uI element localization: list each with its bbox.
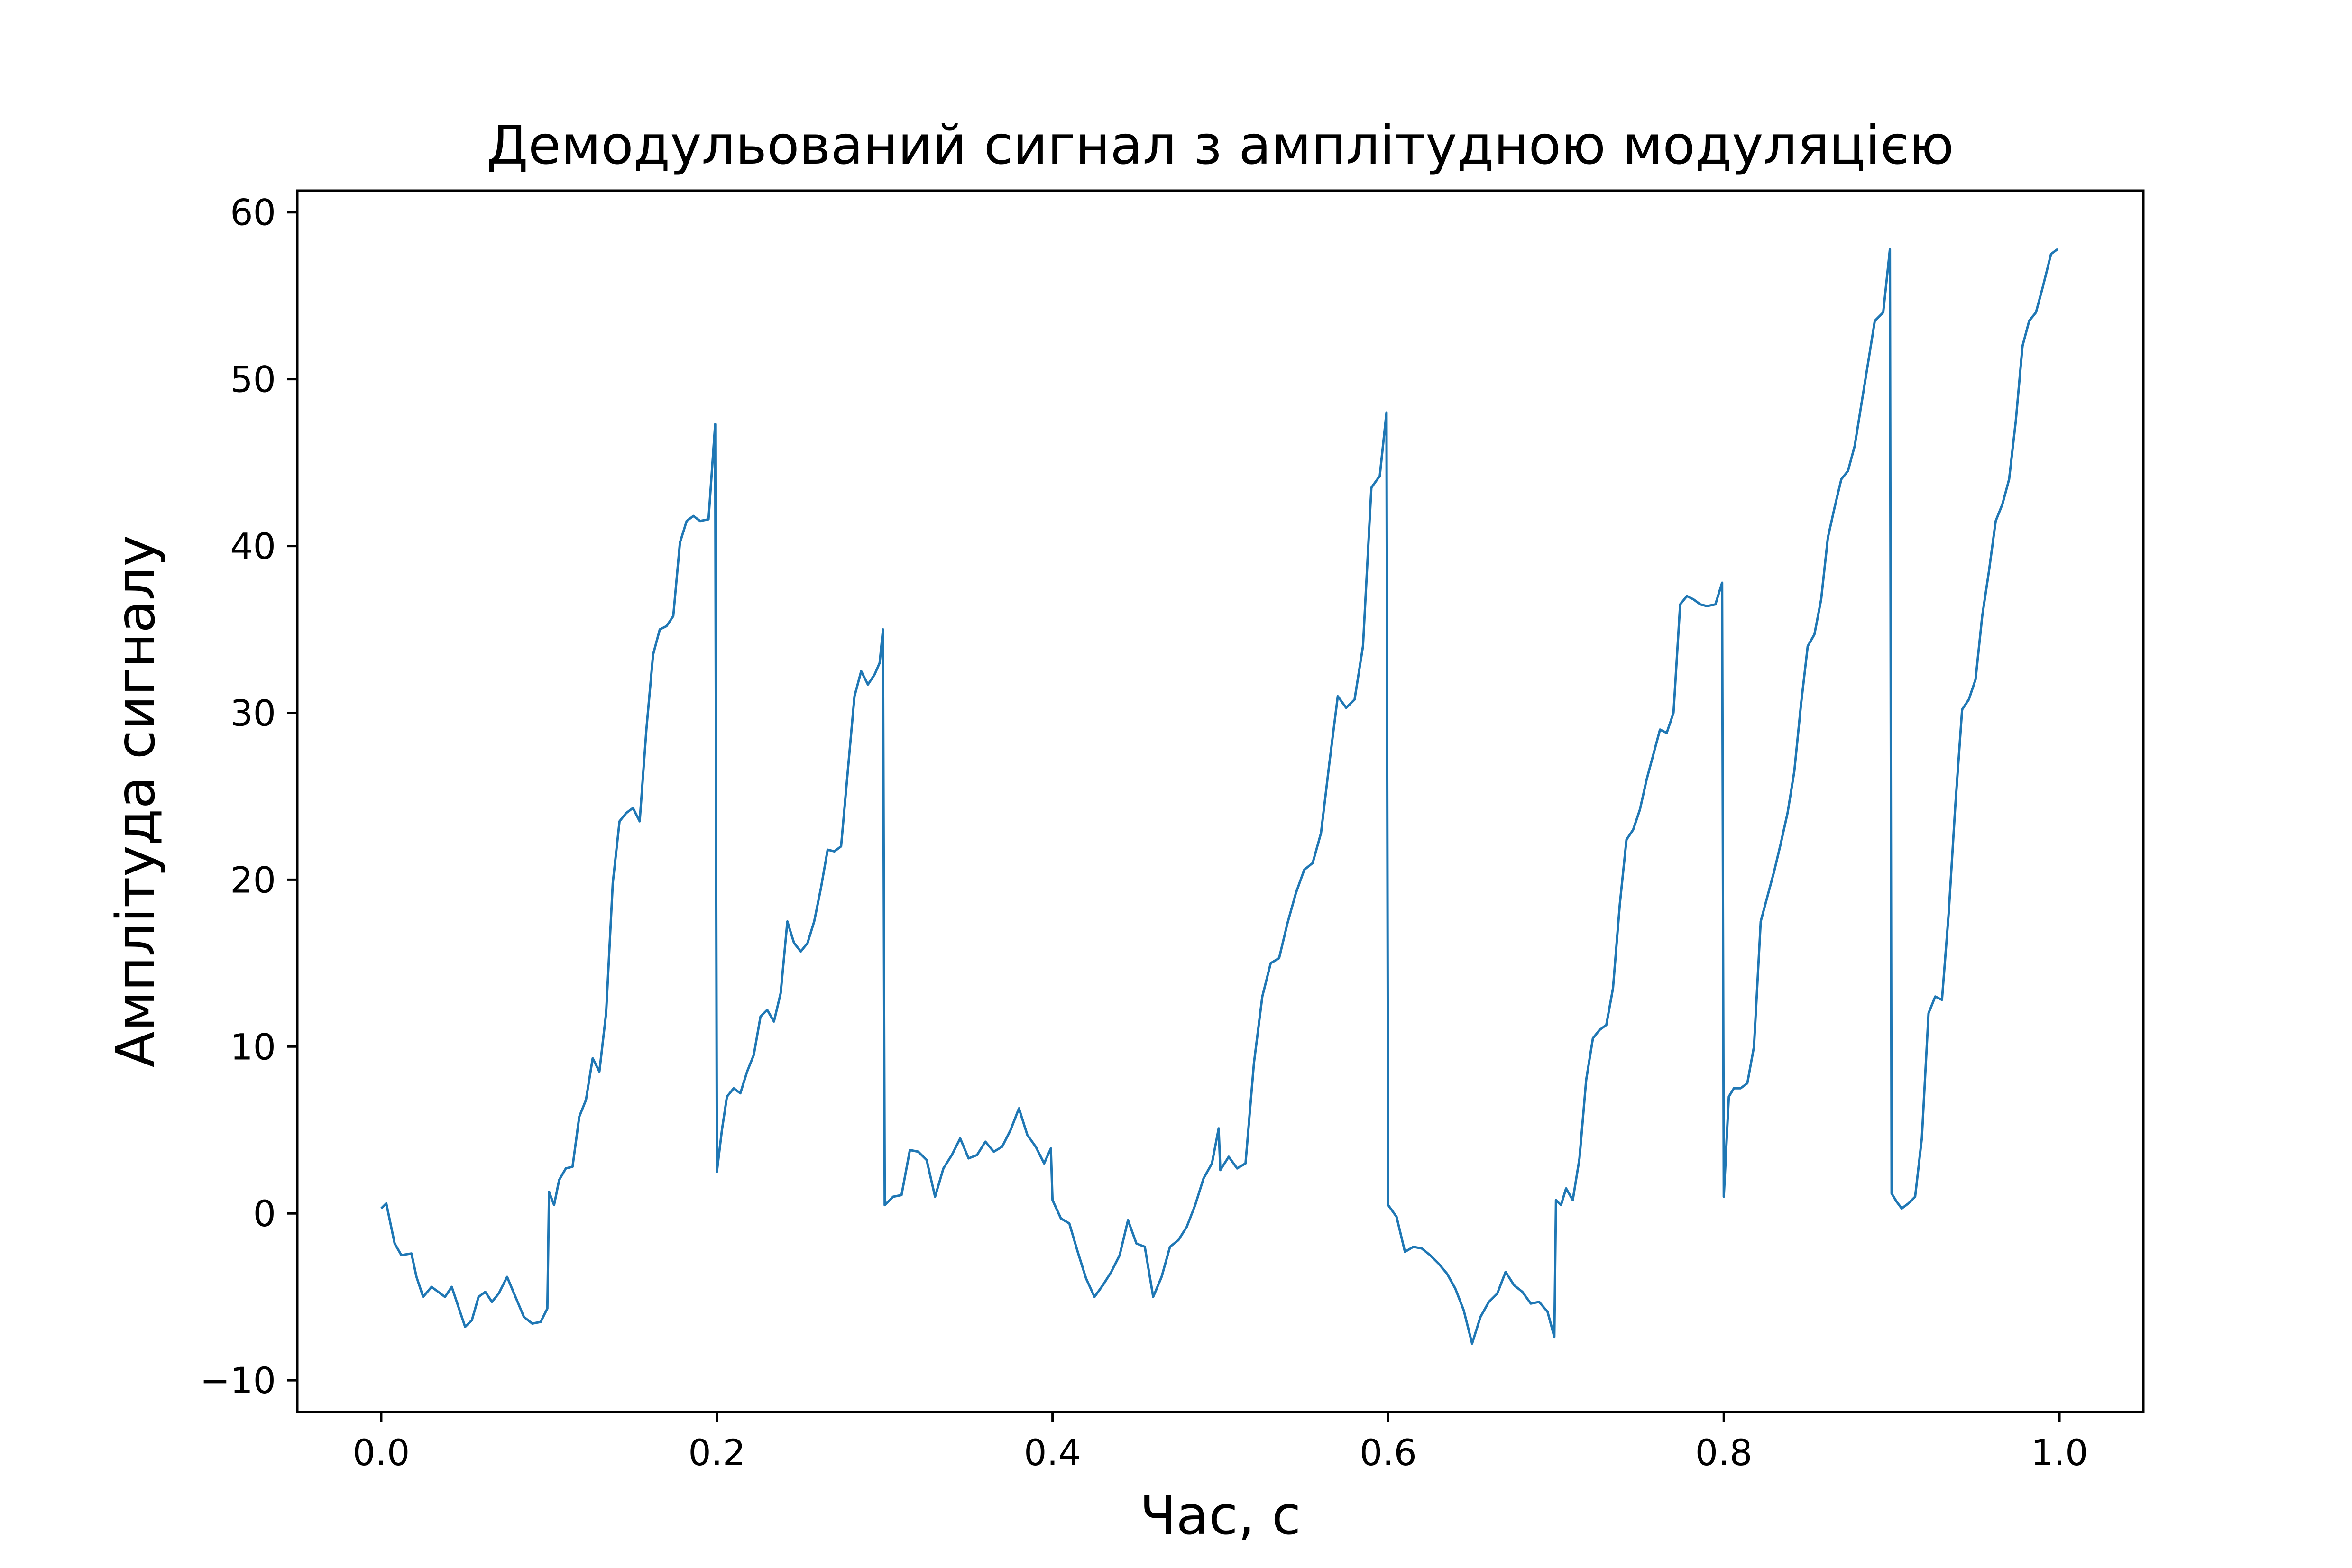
y-tick-label: 50	[230, 358, 276, 401]
y-axis-ticks: −10 0 10 20 30 40 50 60	[200, 192, 297, 1402]
y-tick-label: 20	[230, 859, 276, 901]
x-tick-label: 0.8	[1695, 1431, 1753, 1474]
y-tick-label: 0	[253, 1192, 276, 1235]
x-axis-label: Час, с	[1140, 1485, 1301, 1547]
y-tick-label: −10	[200, 1359, 276, 1402]
x-tick-label: 0.4	[1024, 1431, 1081, 1474]
y-tick-label: 60	[230, 192, 276, 234]
x-tick-label: 0.0	[353, 1431, 410, 1474]
x-tick-label: 0.6	[1360, 1431, 1417, 1474]
chart-title: Демодульований сигнал з амплітудною моду…	[487, 115, 1954, 176]
signal-line-0	[380, 248, 2058, 1345]
y-tick-label: 40	[230, 525, 276, 568]
y-tick-label: 10	[230, 1026, 276, 1068]
x-tick-label: 0.2	[688, 1431, 745, 1474]
y-axis-label: Амплітуда сигналу	[105, 535, 167, 1067]
plot-frame	[296, 189, 2145, 1413]
x-tick-label: 1.0	[2031, 1431, 2088, 1474]
x-axis-ticks: 0.0 0.2 0.4 0.6 0.8 1.0	[353, 1412, 2088, 1474]
y-tick-label: 30	[230, 692, 276, 734]
signal-line-group	[380, 248, 2058, 1345]
